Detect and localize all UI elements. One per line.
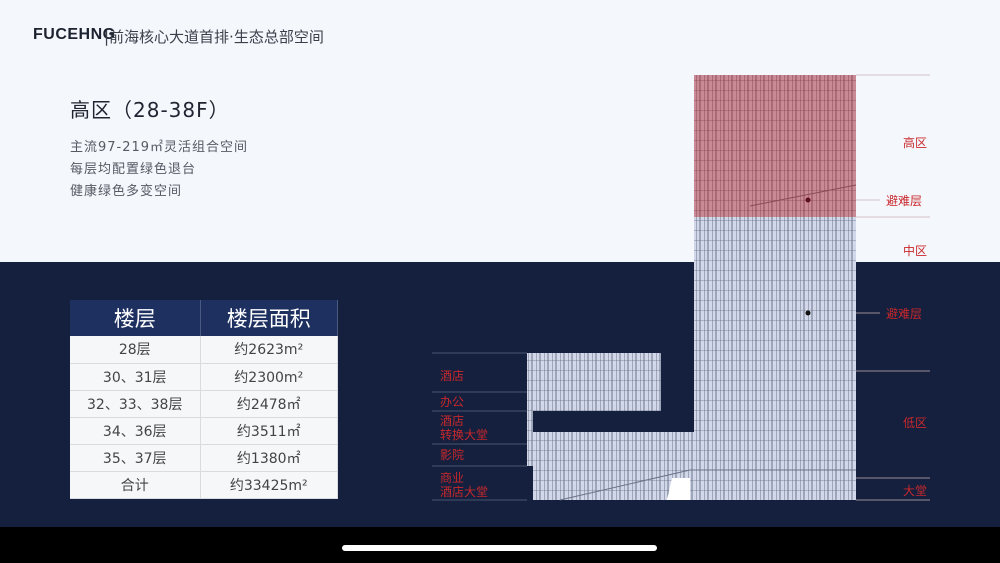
cell-area: 约33425m² — [200, 471, 338, 499]
left-guide-lines — [432, 352, 527, 501]
zone-title: 高区（28-38F） — [70, 98, 230, 122]
tower-mid-low — [694, 217, 856, 500]
cell-floor: 34、36层 — [70, 417, 201, 445]
label-high-zone: 高区 — [903, 136, 928, 150]
header-area: 楼层面积 — [200, 300, 338, 336]
tower-high-zone — [694, 75, 856, 217]
label-lobby: 大堂 — [903, 484, 928, 498]
label-hotel: 酒店 — [440, 369, 465, 383]
cell-floor: 28层 — [70, 336, 201, 364]
zone-desc-1: 主流97-219㎡灵活组合空间 — [70, 140, 249, 155]
brand-logo: FUCEHNG — [33, 26, 116, 43]
cell-area: 约2478㎡ — [200, 390, 338, 418]
label-office: 办公 — [440, 395, 465, 409]
table-row: 30、31层 约2300m² — [70, 363, 338, 391]
label-refuge-floor-1: 避难层 — [886, 194, 923, 208]
zone-desc-2: 每层均配置绿色退台 — [70, 162, 197, 177]
label-refuge-floor-2: 避难层 — [886, 307, 923, 321]
tagline: |前海核心大道首排·生态总部空间 — [104, 28, 324, 46]
building-elevation — [432, 74, 930, 501]
label-low-zone: 低区 — [903, 416, 928, 430]
cell-area: 约3511㎡ — [200, 417, 338, 445]
table-row: 合计 约33425m² — [70, 471, 338, 499]
table-header: 楼层 楼层面积 — [70, 300, 338, 336]
cell-floor: 32、33、38层 — [70, 390, 201, 418]
cell-floor: 合计 — [70, 471, 201, 499]
right-guide-lines — [808, 74, 930, 501]
home-indicator[interactable] — [342, 545, 657, 551]
label-hotel-lobby: 酒店大堂 — [440, 485, 489, 499]
label-mid-zone: 中区 — [903, 244, 928, 258]
cell-area: 约1380㎡ — [200, 444, 338, 472]
cell-area: 约2623m² — [200, 336, 338, 364]
podium — [527, 353, 694, 500]
cell-floor: 30、31层 — [70, 363, 201, 391]
slide: FUCEHNG |前海核心大道首排·生态总部空间 高区（28-38F） 主流97… — [0, 0, 1000, 527]
floor-area-table: 楼层 楼层面积 28层 约2623m² 30、31层 约2300m² 32、33、38… — [70, 300, 338, 499]
header-floor: 楼层 — [70, 300, 201, 336]
table-row: 32、33、38层 约2478㎡ — [70, 390, 338, 418]
table-row: 35、37层 约1380㎡ — [70, 444, 338, 472]
label-cinema: 影院 — [440, 448, 465, 462]
label-commercial: 商业 — [440, 471, 465, 485]
table-row: 34、36层 约3511㎡ — [70, 417, 338, 445]
label-hotel-2: 酒店 — [440, 414, 465, 428]
label-transfer-lobby: 转换大堂 — [440, 428, 489, 442]
table-row: 28层 约2623m² — [70, 336, 338, 364]
zone-desc-3: 健康绿色多变空间 — [70, 184, 183, 199]
cell-area: 约2300m² — [200, 363, 338, 391]
cell-floor: 35、37层 — [70, 444, 201, 472]
